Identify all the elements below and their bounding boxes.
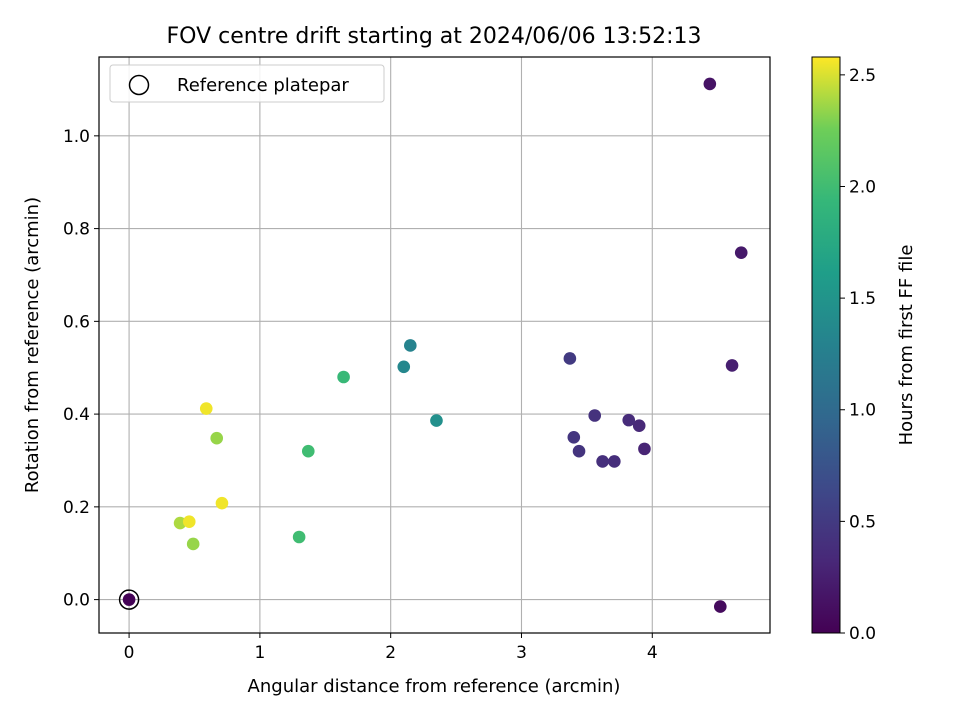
y-tick-label: 0.2 xyxy=(63,498,90,518)
y-tick-label: 0.8 xyxy=(63,220,90,240)
data-point xyxy=(182,515,196,528)
reference-platepar-marker xyxy=(118,589,140,610)
colorbar-tick-label: 0.5 xyxy=(849,512,876,532)
data-point xyxy=(430,414,443,427)
data-point xyxy=(186,537,200,551)
data-point xyxy=(292,530,306,544)
grid-lines xyxy=(99,57,770,633)
data-point xyxy=(215,496,229,510)
data-point xyxy=(703,77,717,91)
colorbar-tick-label: 2.5 xyxy=(849,66,876,86)
data-point xyxy=(588,409,602,422)
x-tick-label: 3 xyxy=(516,643,527,663)
data-point xyxy=(608,455,621,468)
data-point xyxy=(210,431,224,445)
data-point xyxy=(567,430,581,444)
data-point xyxy=(596,455,609,468)
legend: Reference platepar xyxy=(109,64,385,103)
data-point xyxy=(725,359,739,372)
x-tick-label: 0 xyxy=(124,643,135,663)
data-point xyxy=(734,246,748,260)
y-tick-label: 0.0 xyxy=(63,591,90,611)
plot-frame xyxy=(98,56,771,634)
x-tick-label: 4 xyxy=(647,643,658,663)
x-tick-label: 1 xyxy=(254,643,265,663)
data-point xyxy=(199,402,213,415)
data-points xyxy=(118,77,748,613)
chart-title: FOV centre drift starting at 2024/06/06 … xyxy=(167,24,702,49)
legend-box xyxy=(109,64,385,103)
data-point xyxy=(404,339,417,352)
colorbar-label: Hours from first FF file xyxy=(896,245,917,446)
y-tick-label: 0.6 xyxy=(63,312,90,332)
colorbar-tick-label: 2.0 xyxy=(849,177,876,197)
colorbar-gradient xyxy=(811,56,841,634)
data-point xyxy=(572,444,586,458)
data-point xyxy=(713,600,727,613)
colorbar-tick-label: 1.5 xyxy=(849,289,876,309)
data-point xyxy=(632,419,646,432)
y-tick-label: 1.0 xyxy=(63,127,90,147)
data-point xyxy=(563,352,577,365)
legend-label: Reference platepar xyxy=(177,75,349,96)
colorbar-tick-label: 1.0 xyxy=(849,401,876,421)
colorbar-tick-label: 0.0 xyxy=(849,624,876,644)
data-point xyxy=(622,413,636,427)
x-tick-label: 2 xyxy=(385,643,396,663)
colorbar-ticks: 0.0 0.5 1.0 1.5 2.0 2.5 xyxy=(840,66,876,644)
legend-marker-circle xyxy=(128,74,150,96)
data-point xyxy=(122,593,136,606)
data-point xyxy=(397,360,411,374)
colorbar: 0.0 0.5 1.0 1.5 2.0 2.5 Hours from first FF f… xyxy=(811,56,917,644)
data-point xyxy=(337,370,350,384)
data-point xyxy=(638,442,651,456)
x-axis-label: Angular distance from reference (arcmin) xyxy=(248,676,621,697)
y-axis-label: Rotation from reference (arcmin) xyxy=(22,197,43,493)
data-point xyxy=(301,444,315,458)
y-tick-label: 0.4 xyxy=(63,405,90,425)
x-axis-ticks: 0 1 2 3 4 xyxy=(124,633,658,663)
y-axis-ticks: 0.0 0.2 0.4 0.6 0.8 1.0 xyxy=(63,127,99,611)
